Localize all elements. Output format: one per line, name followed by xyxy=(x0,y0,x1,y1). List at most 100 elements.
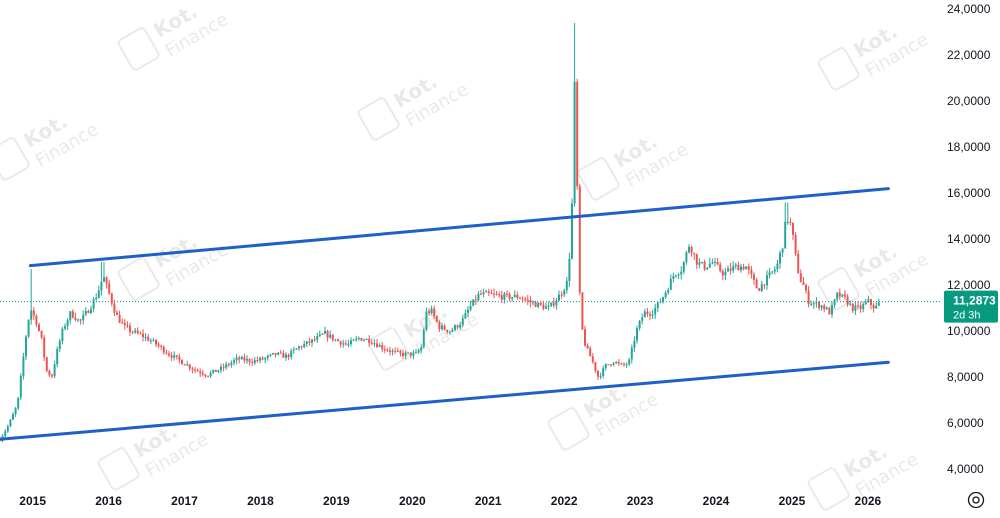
y-tick-label: 20,0000 xyxy=(947,94,991,108)
trendline-upper-channel[interactable] xyxy=(28,187,890,268)
candle-body xyxy=(490,292,493,294)
x-tick-label: 2015 xyxy=(19,494,46,508)
candle-body xyxy=(599,375,602,377)
candle-body xyxy=(758,288,761,291)
candle-body xyxy=(269,354,272,356)
candle-body xyxy=(511,297,514,299)
candle-body xyxy=(630,347,633,360)
candle-body xyxy=(233,360,235,363)
candle-body xyxy=(807,290,810,305)
watermark-logo: Kot.Finance xyxy=(117,0,232,71)
candle-body xyxy=(287,354,290,358)
candle-body xyxy=(32,310,35,316)
candle-body xyxy=(558,294,560,301)
candle-body xyxy=(451,330,454,332)
candle-body xyxy=(732,266,735,271)
candle-body xyxy=(550,302,553,307)
candle-body xyxy=(207,375,209,377)
candle-body xyxy=(282,352,285,358)
candle-body xyxy=(30,310,33,320)
candle-body xyxy=(506,293,508,295)
watermark-cat-icon xyxy=(117,257,160,301)
candle-body xyxy=(467,309,469,313)
candle-body xyxy=(581,292,584,330)
candle-body xyxy=(155,339,157,345)
candle-body xyxy=(534,302,537,308)
candle-body xyxy=(836,292,839,300)
candle-body xyxy=(711,262,714,264)
candle-body xyxy=(409,352,412,356)
candle-body xyxy=(274,353,277,355)
candle-body xyxy=(329,334,332,338)
candle-body xyxy=(864,301,867,305)
x-tick-label: 2022 xyxy=(551,494,578,508)
candle-body xyxy=(480,293,482,295)
y-tick-label: 24,0000 xyxy=(947,2,991,16)
candle-body xyxy=(495,293,498,295)
candle-body xyxy=(352,339,355,341)
candle-body xyxy=(823,305,826,310)
candle-body xyxy=(337,339,339,342)
candle-body xyxy=(136,330,139,334)
candle-body xyxy=(560,294,563,296)
candle-body xyxy=(84,310,87,315)
candle-body xyxy=(773,269,776,272)
candle-body xyxy=(389,350,391,352)
candle-body xyxy=(373,343,376,345)
candle-body xyxy=(833,299,836,306)
candle-body xyxy=(194,369,196,371)
x-tick-label: 2019 xyxy=(323,494,350,508)
candle-body xyxy=(576,81,579,187)
price-badge-countdown: 2d 3h xyxy=(953,310,981,322)
candle-body xyxy=(786,221,789,223)
candle-body xyxy=(703,261,706,270)
settings-gear-icon[interactable] xyxy=(967,491,985,509)
candle-body xyxy=(698,262,701,265)
candle-body xyxy=(708,263,711,268)
candle-body xyxy=(121,322,124,324)
candle-body xyxy=(472,299,475,306)
candle-body xyxy=(812,303,815,305)
x-tick-label: 2020 xyxy=(399,494,426,508)
trendline-lower-channel[interactable] xyxy=(0,360,890,441)
candle-body xyxy=(331,334,334,340)
watermark-logo: Kot.Finance xyxy=(0,109,102,181)
candle-body xyxy=(266,355,269,358)
candle-body xyxy=(82,314,85,321)
candle-body xyxy=(493,293,495,295)
candle-body xyxy=(654,307,657,315)
candle-body xyxy=(610,364,612,366)
candle-body xyxy=(56,349,59,365)
candle-body xyxy=(503,293,506,300)
candle-body xyxy=(238,357,241,360)
candle-body xyxy=(430,308,433,314)
candle-body xyxy=(851,303,854,311)
watermark-logo: Kot.Finance xyxy=(117,229,232,301)
candle-body xyxy=(810,303,813,305)
candle-body xyxy=(321,333,324,335)
candle-body xyxy=(877,302,880,306)
candle-body xyxy=(529,300,532,303)
candle-body xyxy=(305,341,308,344)
candle-body xyxy=(859,305,862,309)
x-tick-label: 2025 xyxy=(779,494,806,508)
candle-body xyxy=(659,302,662,304)
settings-gear-outer xyxy=(967,491,985,509)
candle-body xyxy=(532,302,534,304)
candle-body xyxy=(214,369,217,372)
candle-body xyxy=(370,342,373,344)
watermark-logo: Kot.Finance xyxy=(577,129,692,201)
y-tick-label: 14,0000 xyxy=(947,232,991,246)
candle-body xyxy=(6,426,9,432)
candle-body xyxy=(537,302,540,308)
candle-body xyxy=(9,419,12,427)
candle-body xyxy=(256,360,259,362)
watermark-cat-icon xyxy=(817,47,860,91)
candle-body xyxy=(126,324,129,327)
candle-body xyxy=(240,357,243,360)
candle-body xyxy=(170,355,173,358)
y-axis: 4,0000 6,0000 8,0000 10,0000 12,0000 14,0000 1… xyxy=(947,2,991,476)
candle-body xyxy=(747,266,750,270)
y-tick-label: 12,0000 xyxy=(947,278,991,292)
candle-body xyxy=(217,370,220,372)
